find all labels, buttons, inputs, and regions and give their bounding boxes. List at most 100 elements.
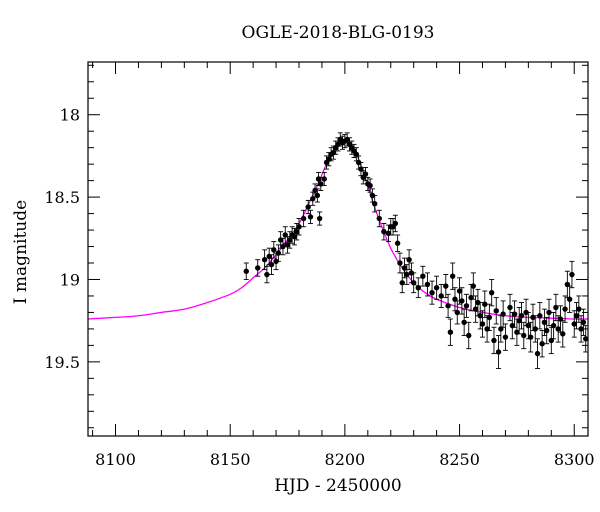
- data-point: [521, 332, 527, 339]
- data-point: [544, 327, 550, 334]
- data-point: [307, 214, 314, 220]
- data-point: [287, 237, 293, 243]
- data-point: [410, 280, 417, 286]
- axis-ticks: [88, 62, 588, 436]
- data-point: [486, 314, 493, 321]
- data-point: [553, 304, 559, 311]
- x-tick-label: 8300: [554, 450, 595, 469]
- data-point: [399, 280, 405, 286]
- data-point: [555, 326, 561, 332]
- data-point: [294, 229, 300, 235]
- data-point: [466, 332, 472, 339]
- data-point: [491, 337, 497, 344]
- data-points-group: [243, 132, 589, 369]
- data-point: [261, 257, 268, 263]
- data-point: [438, 293, 444, 299]
- data-point: [392, 220, 399, 227]
- data-point: [429, 289, 435, 296]
- y-tick-label: 19: [60, 270, 80, 289]
- data-point: [583, 336, 589, 342]
- data-point: [562, 306, 568, 312]
- data-point: [525, 322, 532, 329]
- data-point: [534, 350, 541, 357]
- data-point: [271, 247, 277, 253]
- x-tick-label: 8250: [439, 450, 480, 469]
- data-point: [541, 319, 548, 326]
- data-point: [381, 229, 387, 235]
- data-point: [420, 273, 426, 279]
- data-point: [550, 322, 557, 329]
- data-point: [463, 303, 470, 309]
- data-point: [560, 331, 566, 337]
- data-point: [371, 200, 378, 207]
- data-point: [482, 301, 488, 307]
- data-point: [507, 304, 513, 311]
- chart-title: OGLE-2018-BLG-0193: [242, 23, 435, 43]
- data-point: [275, 250, 282, 256]
- data-point: [576, 306, 582, 312]
- data-point: [569, 271, 575, 278]
- data-point: [518, 313, 525, 319]
- data-point: [537, 313, 543, 319]
- data-point: [314, 192, 321, 199]
- model-curve-group: [87, 140, 589, 320]
- data-point: [502, 334, 509, 340]
- data-point: [532, 326, 538, 332]
- data-point: [243, 268, 249, 274]
- y-tick-label: 18: [60, 106, 80, 125]
- data-point: [406, 257, 412, 263]
- data-point: [268, 261, 275, 268]
- data-point: [447, 329, 454, 335]
- data-point: [546, 309, 552, 316]
- model-curve: [87, 140, 589, 320]
- data-point: [566, 296, 573, 302]
- data-point: [445, 303, 451, 309]
- data-point: [404, 271, 410, 278]
- plot-frame: [87, 61, 589, 437]
- data-point: [264, 271, 270, 278]
- x-tick-label: 8150: [210, 450, 251, 469]
- data-point: [472, 306, 479, 312]
- data-point: [454, 309, 460, 316]
- data-point: [580, 319, 587, 326]
- data-point: [527, 334, 534, 340]
- data-point: [401, 265, 408, 271]
- data-point: [493, 308, 499, 314]
- data-point: [284, 242, 291, 248]
- x-axis-label: HJD - 2450000: [274, 476, 402, 496]
- data-point: [456, 288, 463, 294]
- data-point: [291, 233, 298, 240]
- data-point: [367, 182, 373, 189]
- data-point: [397, 260, 403, 266]
- data-point: [571, 321, 577, 327]
- data-point: [461, 319, 467, 326]
- y-tick-label: 19.5: [44, 353, 80, 372]
- y-tick-label: 18.5: [44, 188, 80, 207]
- data-point: [415, 285, 421, 291]
- data-point: [479, 321, 486, 327]
- x-tick-label: 8100: [95, 450, 136, 469]
- data-point: [578, 326, 584, 332]
- data-point: [539, 341, 545, 347]
- data-point: [376, 215, 382, 222]
- data-point: [300, 215, 307, 222]
- data-point: [255, 265, 261, 271]
- data-point: [459, 298, 465, 304]
- data-point: [495, 349, 502, 355]
- data-point: [280, 243, 286, 250]
- data-point: [573, 313, 580, 319]
- data-point: [424, 281, 431, 288]
- data-point: [305, 204, 311, 210]
- tick-labels: 8100 8150 8200 8250 8300 18 18.5 19 19.5: [44, 106, 594, 469]
- data-point: [488, 289, 495, 296]
- data-point: [362, 171, 369, 177]
- data-point: [477, 313, 483, 319]
- data-point: [449, 273, 456, 279]
- data-point: [500, 311, 506, 317]
- data-point: [470, 283, 477, 289]
- data-point: [433, 285, 440, 291]
- data-point: [443, 283, 449, 289]
- x-tick-label: 8200: [325, 450, 366, 469]
- data-point: [394, 240, 401, 246]
